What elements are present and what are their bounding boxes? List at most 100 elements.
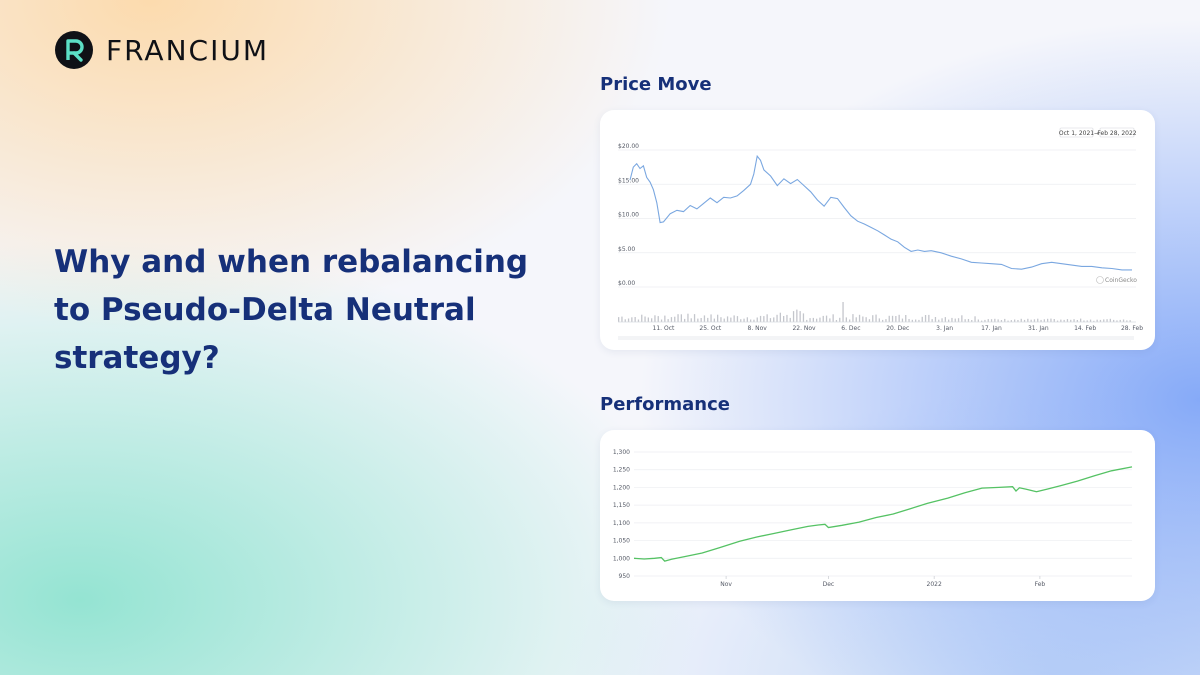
y-tick-label: 950 [619, 573, 631, 580]
x-tick-label: 17. Jan [981, 325, 1002, 332]
volume-bar [928, 314, 930, 322]
y-tick-label: 1,050 [613, 538, 630, 545]
volume-bar [786, 314, 788, 322]
volume-bar [680, 314, 682, 322]
brand-logo[interactable]: FRANCIUM [54, 30, 269, 70]
volume-bar [891, 315, 894, 322]
price-move-chart: Oct 1, 2021 →Feb 28, 2022 $20.00 $15.00 $10.… [618, 127, 1143, 340]
volume-bar [862, 316, 864, 322]
volume-bar [974, 316, 976, 322]
volume-bar [1113, 319, 1115, 322]
x-tick-label: 3. Jan [936, 325, 953, 332]
volume-bar [915, 319, 917, 322]
volume-bar [733, 315, 735, 322]
volume-bar [1103, 319, 1105, 322]
volume-bar [885, 319, 887, 322]
volume-bar [984, 319, 986, 322]
volume-bar [1070, 319, 1072, 322]
volume-bar [1129, 320, 1131, 322]
volume-bar [720, 317, 722, 322]
volume-bar [667, 319, 669, 322]
volume-bar [987, 319, 989, 322]
volume-bar [651, 318, 653, 322]
volume-bar [783, 316, 785, 322]
volume-bar [944, 317, 946, 322]
volume-bar [954, 318, 956, 322]
volume-bar [842, 302, 844, 322]
performance-title: Performance [600, 394, 730, 415]
volume-bar [1037, 318, 1039, 322]
volume-bar [1116, 320, 1118, 322]
volume-bar [994, 318, 996, 322]
volume-bar [769, 318, 772, 322]
volume-bar [1076, 320, 1078, 322]
volume-bar [637, 319, 640, 322]
volume-bar [1020, 318, 1022, 322]
x-tick-label: Nov [720, 581, 732, 588]
volume-bar [1089, 319, 1092, 322]
attribution-label: CoinGecko [1105, 277, 1137, 284]
volume-bar [670, 317, 673, 322]
volume-bar [789, 317, 791, 322]
volume-bar [832, 314, 834, 322]
volume-bar [855, 317, 857, 322]
x-tick-label: Dec [823, 581, 835, 588]
volume-bar [1030, 319, 1032, 322]
volume-bar [627, 318, 630, 322]
volume-bar [684, 318, 686, 322]
volume-bar [1086, 320, 1088, 322]
volume-bar [707, 317, 709, 322]
volume-bar [819, 317, 821, 322]
volume-bar [641, 314, 643, 322]
volume-bar [1027, 318, 1029, 322]
volume-bar [1043, 319, 1045, 322]
volume-bar [921, 316, 923, 322]
y-tick-label: 1,000 [613, 555, 630, 562]
volume-bar [806, 319, 808, 322]
x-tick-label: 11. Oct [653, 325, 675, 332]
volume-bar [1106, 319, 1108, 322]
volume-bar [839, 317, 841, 322]
volume-bar [938, 319, 940, 322]
volume-bar [687, 313, 689, 322]
x-tick-label: 31. Jan [1028, 325, 1049, 332]
volume-bar [634, 317, 636, 322]
volume-bar [990, 319, 993, 322]
volume-bar [756, 317, 758, 322]
volume-bar [908, 319, 910, 322]
volume-bar [1033, 319, 1036, 322]
volume-bar [766, 314, 768, 322]
volume-bar [779, 312, 781, 322]
volume-bar [792, 311, 795, 322]
volume-bar [822, 315, 824, 322]
volume-bar [951, 317, 953, 322]
y-tick-label: 1,300 [613, 449, 630, 456]
volume-bar [957, 318, 960, 322]
volume-bar [1004, 318, 1006, 322]
volume-bar [796, 309, 798, 322]
price-move-card: Oct 1, 2021 → Feb 28, 2022 $20.00 $15.00 $10.… [600, 110, 1155, 350]
volume-bar [875, 314, 877, 322]
x-tick-label: 14. Feb [1074, 325, 1096, 332]
volume-bar [713, 318, 715, 322]
arrow-icon: → [1094, 130, 1099, 137]
volume-bar [941, 318, 943, 322]
volume-bar [964, 319, 966, 322]
volume-bar [746, 317, 748, 322]
volume-bar [888, 315, 890, 322]
volume-bar [911, 319, 913, 322]
volume-bar [664, 315, 666, 322]
headline: Why and when rebalancing to Pseudo-Delta… [54, 244, 529, 376]
volume-bar [750, 319, 752, 322]
volume-bar [1073, 319, 1075, 322]
volume-bar [961, 315, 963, 322]
volume-bar [700, 318, 702, 322]
volume-bar [905, 315, 907, 322]
volume-bar [726, 316, 729, 322]
x-tick-label: 8. Nov [748, 325, 768, 332]
volume-bar [997, 319, 999, 322]
volume-bar [703, 315, 706, 322]
volume-bar [802, 313, 805, 322]
volume-bar [624, 319, 626, 322]
volume-bar [812, 317, 814, 322]
